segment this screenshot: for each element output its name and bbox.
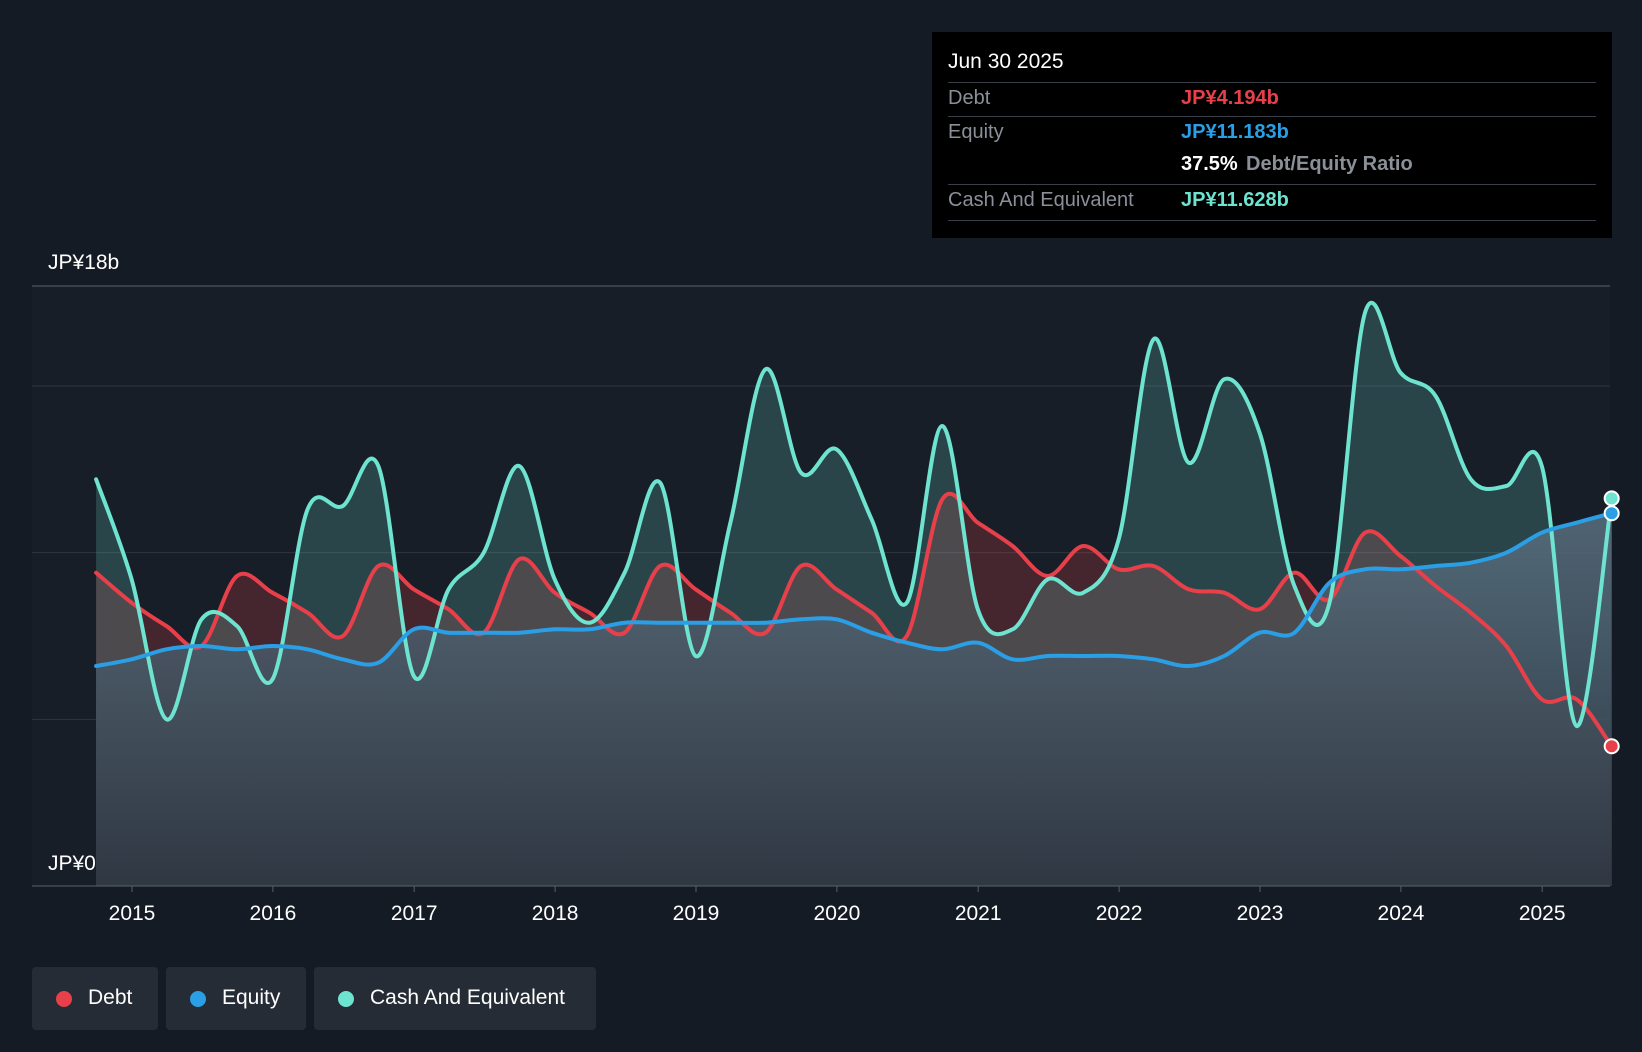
tooltip-divider — [948, 184, 1596, 185]
tooltip-cash-label: Cash And Equivalent — [948, 189, 1134, 211]
x-tick-label: 2023 — [1237, 902, 1284, 925]
tooltip-divider — [948, 116, 1596, 117]
equity-end-marker — [1603, 505, 1620, 522]
legend-debt-label: Debt — [88, 986, 133, 1009]
tooltip-ratio-percent: 37.5% — [1181, 153, 1238, 175]
tooltip-ratio-label: Debt/Equity Ratio — [1246, 153, 1413, 175]
x-tick-label: 2019 — [673, 902, 720, 925]
x-tick-label: 2018 — [532, 902, 579, 925]
tooltip-cash-value: JP¥11.628b — [1181, 189, 1289, 211]
debt-line — [94, 491, 1614, 749]
cash-end-marker — [1603, 490, 1620, 507]
series-lines — [94, 300, 1614, 749]
equity-dot-icon — [190, 991, 206, 1007]
y-tick-label-bottom: JP¥0 — [48, 852, 96, 875]
legend-cash-label: Cash And Equivalent — [370, 986, 565, 1009]
tooltip-debt-label: Debt — [948, 87, 991, 109]
tooltip-debt-value: JP¥4.194b — [1181, 87, 1279, 109]
tooltip-date: Jun 30 2025 — [948, 50, 1064, 73]
x-tick-label: 2021 — [955, 902, 1002, 925]
legend-debt[interactable]: Debt — [32, 967, 158, 1030]
cash-line — [94, 300, 1614, 729]
cash-dot-icon — [338, 991, 354, 1007]
tooltip-panel: Jun 30 2025 Debt JP¥4.194b Equity JP¥11.… — [932, 32, 1612, 238]
series-areas — [96, 302, 1612, 886]
x-tick-label: 2015 — [109, 902, 156, 925]
x-tick-label: 2016 — [250, 902, 297, 925]
x-tick-label: 2022 — [1096, 902, 1143, 925]
equity-area — [96, 513, 1612, 886]
y-tick-label-top: JP¥18b — [48, 251, 119, 274]
x-tick-label: 2017 — [391, 902, 438, 925]
end-markers — [1603, 490, 1620, 755]
debt-dot-icon — [56, 991, 72, 1007]
tooltip-equity-value: JP¥11.183b — [1181, 121, 1289, 143]
x-tick-label: 2020 — [814, 902, 861, 925]
tooltip-divider — [948, 220, 1596, 221]
legend-equity[interactable]: Equity — [166, 967, 306, 1030]
x-tick-label: 2025 — [1519, 902, 1566, 925]
x-axis-ticks: 2015 2016 2017 2018 2019 2020 2021 2022 2023 2024… — [32, 885, 1610, 925]
legend-equity-label: Equity — [222, 986, 281, 1009]
equity-line — [94, 511, 1614, 669]
tooltip-equity-label: Equity — [948, 121, 1004, 143]
tooltip-divider — [948, 82, 1596, 83]
debt-end-marker — [1603, 738, 1620, 755]
x-tick-label: 2024 — [1378, 902, 1425, 925]
legend-cash[interactable]: Cash And Equivalent — [314, 967, 596, 1030]
